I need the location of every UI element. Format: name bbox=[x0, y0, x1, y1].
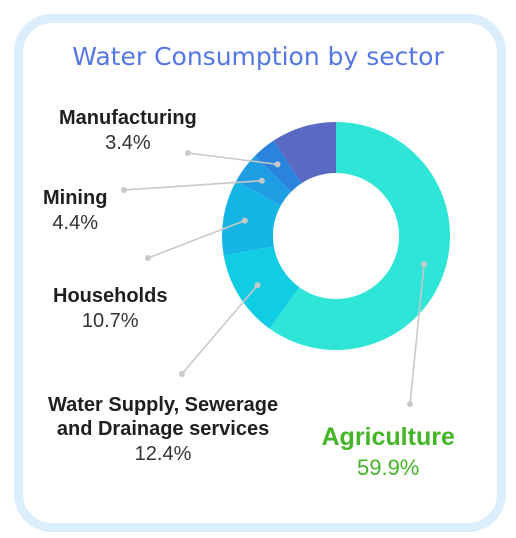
leader-dot bbox=[145, 255, 151, 261]
slice-label-name: Manufacturing bbox=[59, 107, 197, 129]
slice-label-name: Agriculture bbox=[321, 423, 455, 451]
slice-label-value: 3.4% bbox=[105, 132, 151, 154]
slice-label-value: 12.4% bbox=[134, 443, 192, 465]
leader-line bbox=[409, 264, 425, 405]
slice-label: Mining 4.4% bbox=[43, 186, 107, 236]
chart-title: Water Consumption by sector bbox=[72, 42, 444, 71]
slice-label: Households 10.7% bbox=[53, 284, 167, 334]
leader-dot bbox=[241, 217, 248, 224]
slice-label-name: Mining bbox=[43, 187, 108, 209]
slice-label-name: Water Supply, Sewerage bbox=[48, 394, 279, 416]
leader-line bbox=[123, 179, 262, 191]
leader-dot bbox=[407, 401, 413, 407]
donut-slice-other bbox=[273, 122, 336, 184]
slice-label-name: and Drainage services bbox=[56, 418, 270, 440]
leader-line bbox=[147, 219, 246, 259]
donut-slice-water-supply-sewerage-and-drainage-services bbox=[223, 246, 300, 329]
slice-label-value: 59.9% bbox=[356, 455, 420, 480]
leader-dot bbox=[254, 282, 261, 289]
leader-dot bbox=[179, 371, 185, 377]
slice-label: Manufacturing 3.4% bbox=[59, 106, 197, 156]
donut-slice-agriculture bbox=[269, 122, 451, 350]
slice-label-value: 10.7% bbox=[81, 310, 139, 332]
leader-line bbox=[187, 152, 278, 166]
leader-line bbox=[181, 284, 259, 375]
slice-label: Water Supply, Sewerage and Drainage servi… bbox=[48, 393, 278, 467]
leader-dot bbox=[421, 261, 428, 268]
leader-dot bbox=[274, 161, 281, 168]
leader-dot bbox=[185, 150, 191, 156]
slice-label-value: 4.4% bbox=[52, 212, 99, 234]
donut-slice-households bbox=[222, 181, 281, 256]
slice-label: Agriculture 59.9% bbox=[322, 422, 455, 484]
leader-dot bbox=[258, 177, 265, 184]
slice-label-name: Households bbox=[53, 285, 168, 307]
leader-dot bbox=[121, 187, 127, 193]
